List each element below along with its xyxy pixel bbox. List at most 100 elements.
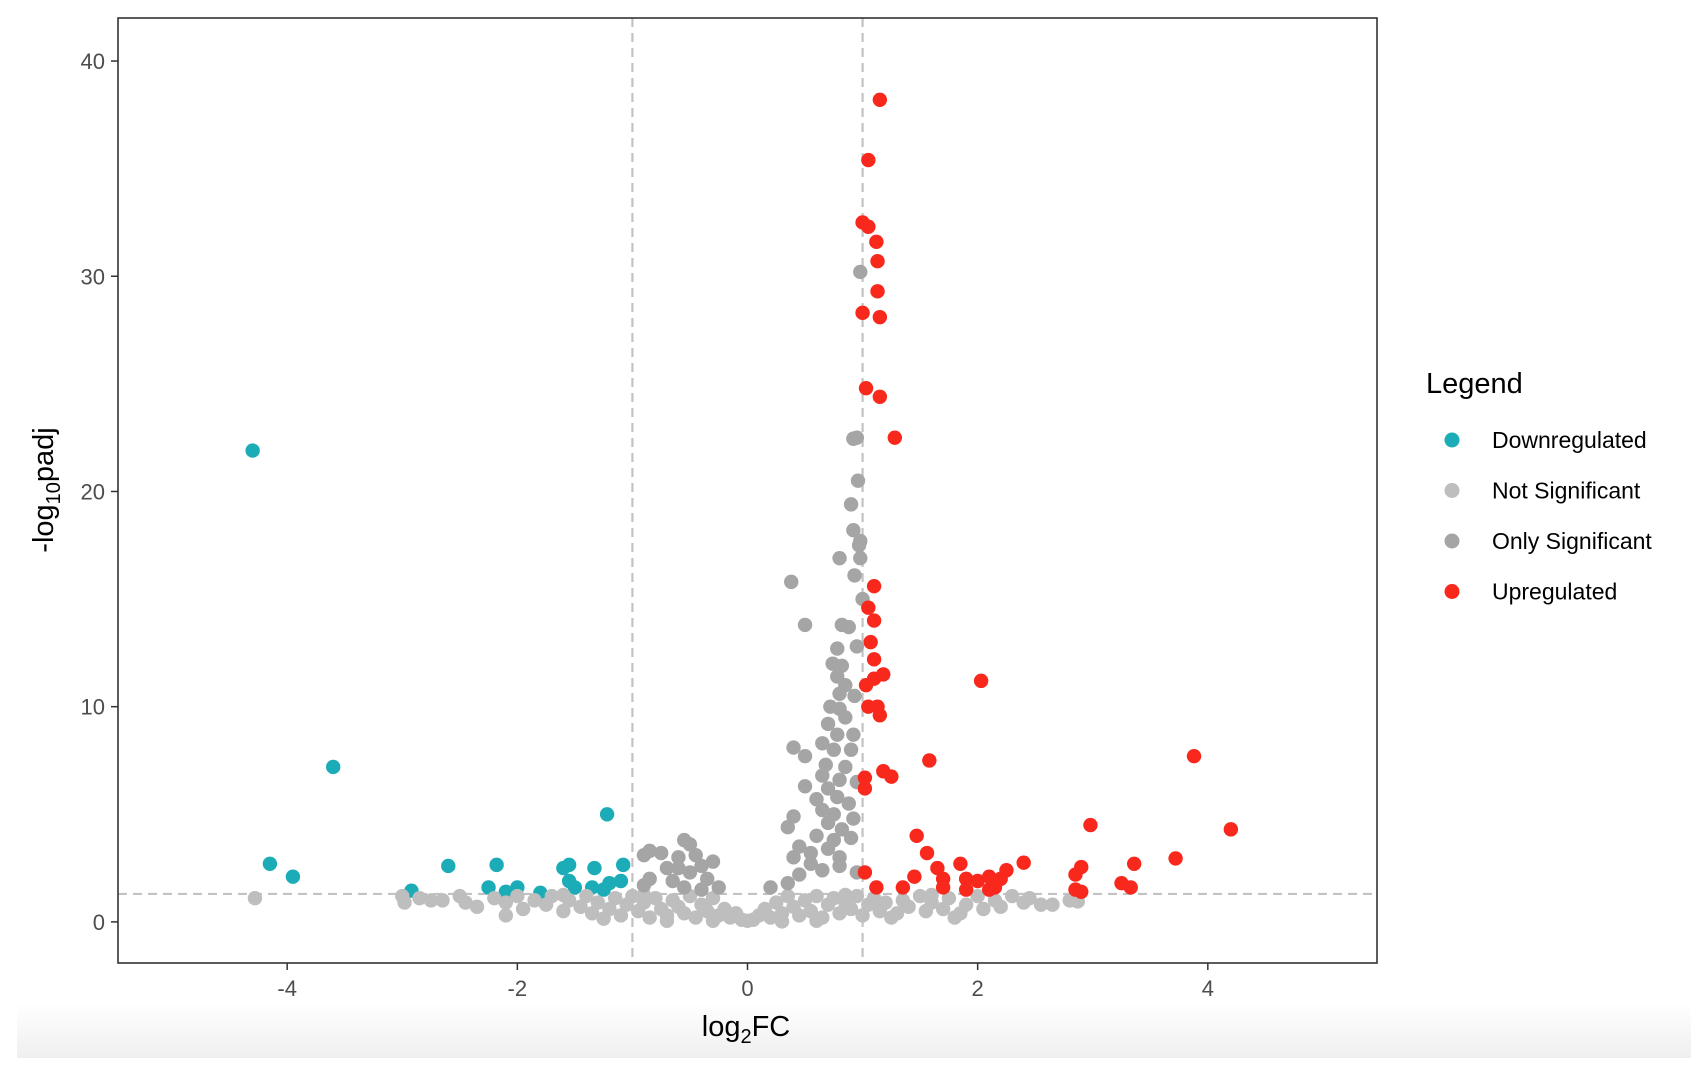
data-point [774, 914, 790, 929]
data-point [527, 893, 542, 908]
data-point [832, 906, 847, 921]
data-point [677, 880, 692, 895]
data-point [809, 792, 824, 807]
data-point [863, 634, 878, 650]
data-point [682, 837, 698, 852]
data-point [498, 908, 514, 923]
data-point [584, 906, 600, 921]
data-point [579, 888, 594, 904]
data-point [912, 888, 928, 904]
data-point [853, 550, 868, 566]
data-point [832, 772, 847, 788]
data-point [832, 858, 847, 874]
data-point [561, 857, 577, 873]
data-point [599, 807, 615, 822]
y-axis-title-part: -log [28, 504, 60, 552]
data-point [780, 888, 795, 904]
data-point [846, 523, 861, 538]
data-point [423, 893, 439, 908]
data-point [850, 473, 866, 488]
data-point [665, 873, 680, 889]
data-point [855, 305, 870, 321]
data-point [820, 781, 836, 796]
y-axis-title-sub: 10 [43, 482, 65, 504]
x-tick-label: 4 [1202, 976, 1214, 1001]
data-point [843, 830, 859, 846]
data-point [887, 430, 903, 445]
legend-label: Only Significant [1492, 528, 1652, 554]
data-point [930, 860, 945, 876]
data-point [441, 858, 456, 874]
data-point [970, 873, 985, 889]
data-point [705, 891, 721, 906]
data-point [851, 538, 867, 553]
data-point [878, 895, 893, 910]
data-point [659, 913, 675, 929]
y-tick-label: 40 [81, 49, 105, 74]
data-point [820, 815, 836, 831]
data-point [843, 901, 859, 917]
legend-marker [1444, 483, 1460, 498]
data-point [498, 884, 514, 899]
data-point [815, 768, 830, 783]
data-point [700, 871, 715, 887]
data-point [857, 770, 873, 785]
data-point [694, 858, 709, 874]
data-point [590, 895, 606, 910]
data-point [797, 893, 813, 908]
data-point [556, 887, 571, 903]
data-point [895, 880, 911, 895]
data-point [642, 843, 657, 859]
data-point [947, 910, 962, 925]
data-point [326, 759, 341, 775]
data-point [847, 688, 862, 704]
x-tick-label: 2 [972, 976, 984, 1001]
data-point [653, 845, 669, 861]
data-point [843, 742, 859, 757]
data-point [498, 895, 514, 910]
data-point [857, 865, 873, 880]
data-point [976, 901, 991, 917]
data-point [924, 887, 939, 903]
data-point [262, 856, 278, 871]
data-point [1004, 888, 1020, 904]
data-point [763, 880, 778, 895]
data-point [556, 903, 571, 919]
data-point [613, 873, 629, 889]
data-point [866, 578, 882, 594]
y-tick-label: 30 [81, 264, 105, 289]
data-point [803, 845, 818, 861]
data-point [853, 264, 868, 280]
data-point [659, 860, 675, 876]
data-point [832, 550, 847, 566]
data-point [841, 796, 856, 811]
data-point [1083, 817, 1098, 833]
data-point [397, 895, 412, 910]
data-point [711, 880, 726, 895]
data-point [958, 882, 974, 897]
data-point [815, 802, 830, 818]
data-point [855, 908, 870, 923]
data-point [763, 910, 778, 925]
data-point [544, 888, 560, 904]
data-point [909, 828, 924, 844]
data-point [872, 708, 888, 723]
data-point [797, 779, 813, 794]
data-point [958, 897, 974, 912]
data-point [1123, 880, 1138, 895]
data-point [872, 309, 888, 325]
legend-label: Upregulated [1492, 579, 1617, 605]
data-point [901, 899, 916, 915]
data-point [935, 901, 951, 917]
data-point [838, 710, 853, 725]
data-point [688, 847, 703, 863]
x-axis-title: log2FC [702, 1011, 791, 1048]
data-point [596, 882, 611, 897]
data-point [1168, 851, 1183, 866]
y-tick-label: 20 [81, 479, 105, 504]
data-point [1045, 897, 1060, 912]
panel-background [118, 18, 1377, 963]
data-point [489, 857, 504, 873]
